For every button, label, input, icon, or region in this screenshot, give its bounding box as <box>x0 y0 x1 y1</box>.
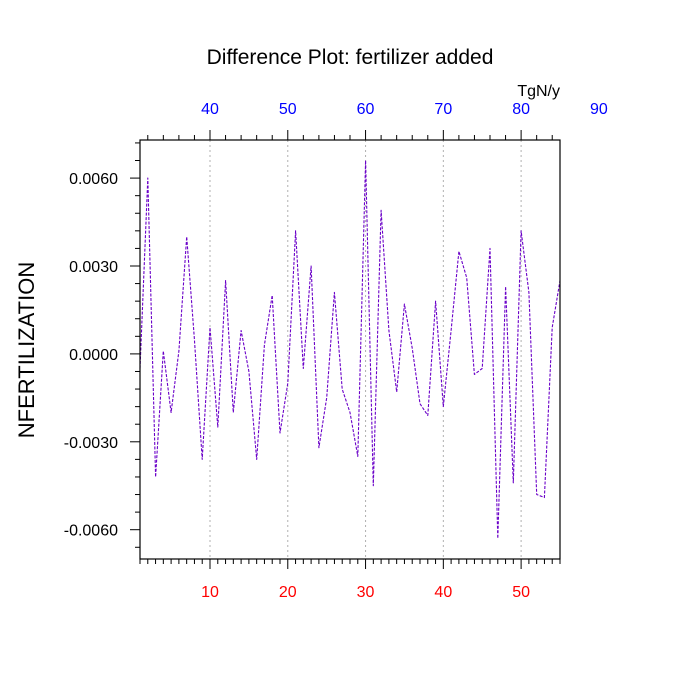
chart-title: Difference Plot: fertilizer added <box>207 46 494 69</box>
bottom-tick-label: 40 <box>434 584 452 601</box>
top-tick-label: 80 <box>512 101 530 118</box>
top-tick-label: 60 <box>357 101 375 118</box>
top-axis-units: TgN/y <box>517 83 560 100</box>
top-tick-label: 70 <box>434 101 452 118</box>
y-tick-label: 0.0060 <box>69 171 118 188</box>
top-tick-labels: 40 50 60 70 80 90 <box>201 101 608 118</box>
series-group <box>139 159 561 540</box>
y-tick-label: -0.0030 <box>64 435 118 452</box>
top-tick-label: 40 <box>201 101 219 118</box>
bottom-tick-label: 30 <box>357 584 375 601</box>
top-tick-label: 90 <box>590 101 608 118</box>
series-line <box>139 159 561 540</box>
grid-lines <box>209 140 522 559</box>
y-axis-label: NFERTILIZATION <box>14 262 39 438</box>
bottom-tick-label: 20 <box>279 584 297 601</box>
bottom-tick-labels: 10 20 30 40 50 <box>201 584 530 601</box>
top-tick-label: 50 <box>279 101 297 118</box>
bottom-tick-label: 50 <box>512 584 530 601</box>
bottom-tick-label: 10 <box>201 584 219 601</box>
tick-marks <box>130 130 561 569</box>
y-tick-label: -0.0060 <box>64 523 118 540</box>
y-tick-labels: -0.0060 -0.0030 0.0000 0.0030 0.0060 <box>64 171 118 540</box>
y-tick-label: 0.0000 <box>69 347 118 364</box>
y-tick-label: 0.0030 <box>69 259 118 276</box>
